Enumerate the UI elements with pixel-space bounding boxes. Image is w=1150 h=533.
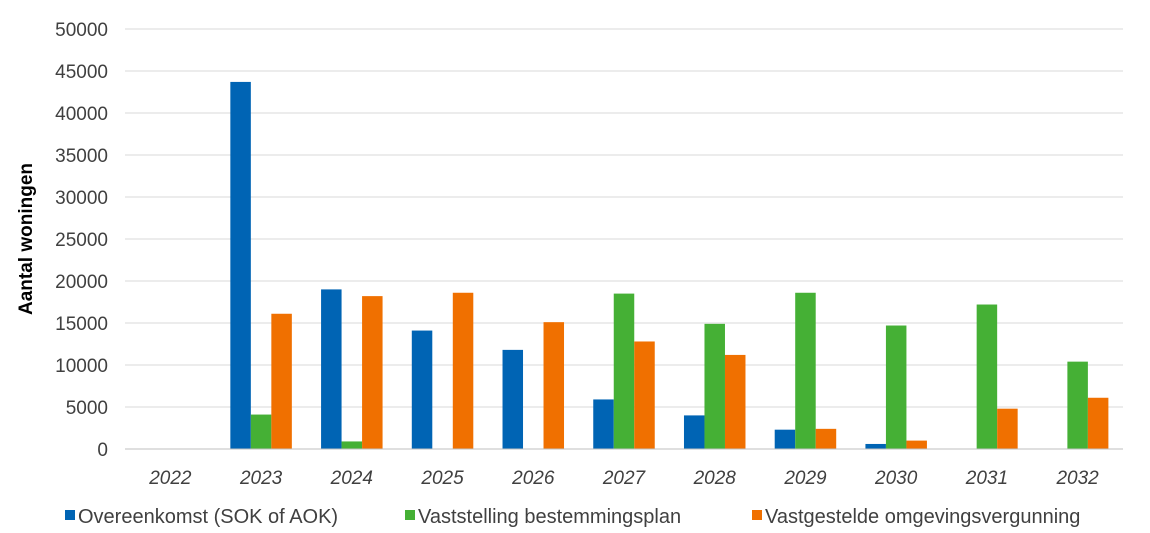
x-tick-label: 2024 (330, 468, 373, 489)
bar-2023-series-3 (271, 313, 292, 449)
x-tick-label: 2027 (602, 468, 647, 489)
bar-2029-series-2 (795, 292, 816, 449)
bar-2025-series-1 (411, 330, 433, 449)
bar-2031-series-3 (997, 408, 1018, 449)
bars (230, 81, 1109, 450)
x-tick-label: 2029 (783, 468, 827, 489)
bar-2029-series-3 (815, 428, 837, 449)
bar-2031-series-2 (976, 304, 998, 449)
y-tick-label: 25000 (55, 230, 108, 251)
bar-2027-series-3 (634, 341, 655, 449)
bar-2030-series-1 (865, 443, 886, 449)
y-tick-label: 15000 (55, 314, 108, 335)
x-tick-label: 2025 (420, 468, 464, 489)
bar-2032-series-2 (1067, 361, 1088, 449)
x-tick-labels: 2022 2023 2024 2025 2026 2027 2028 2029 2030 2031… (148, 468, 1099, 489)
legend-swatch (405, 510, 415, 520)
y-tick-label: 35000 (55, 146, 108, 167)
x-tick-label: 2032 (1055, 468, 1099, 489)
legend-label: Overeenkomst (SOK of AOK) (78, 506, 338, 528)
y-tick-label: 0 (97, 440, 108, 461)
x-tick-label: 2031 (965, 468, 1008, 489)
y-tick-labels: 0 5000 10000 15000 20000 25000 30000 35000 40000… (55, 20, 108, 461)
bar-2023-series-1 (230, 81, 251, 450)
y-tick-label: 50000 (55, 20, 108, 41)
bar-2032-series-3 (1087, 397, 1109, 449)
x-tick-label: 2030 (874, 468, 918, 489)
bar-2026-series-1 (502, 349, 524, 449)
x-tick-label: 2023 (239, 468, 283, 489)
bar-2026-series-3 (543, 322, 565, 449)
y-tick-label: 40000 (55, 104, 108, 125)
legend-label: Vaststelling bestemmingsplan (418, 506, 681, 528)
bar-2024-series-3 (362, 296, 383, 449)
y-tick-label: 10000 (55, 356, 108, 377)
bar-2030-series-3 (906, 440, 927, 449)
legend-swatch (752, 510, 762, 520)
y-axis-label: Aantal woningen (16, 163, 37, 315)
bar-2025-series-3 (452, 292, 474, 449)
bar-2023-series-2 (250, 414, 272, 449)
y-tick-label: 20000 (55, 272, 108, 293)
bar-2028-series-3 (724, 354, 746, 449)
bar-2028-series-1 (683, 415, 705, 449)
bar-2028-series-2 (704, 323, 725, 449)
bar-2024-series-1 (321, 289, 342, 449)
bar-2024-series-2 (341, 441, 363, 449)
bar-2029-series-1 (774, 429, 796, 449)
legend: Overeenkomst (SOK of AOK) Vaststelling be… (65, 506, 1080, 528)
bar-2027-series-1 (593, 399, 614, 449)
x-tick-label: 2028 (693, 468, 737, 489)
legend-swatch (65, 510, 75, 520)
bar-2027-series-2 (613, 293, 635, 449)
bar-2030-series-2 (885, 325, 907, 449)
y-tick-label: 45000 (55, 62, 108, 83)
y-tick-label: 5000 (66, 398, 108, 419)
x-tick-label: 2022 (148, 468, 192, 489)
y-tick-label: 30000 (55, 188, 108, 209)
x-tick-label: 2026 (511, 468, 555, 489)
legend-label: Vastgestelde omgevingsvergunning (765, 506, 1080, 528)
